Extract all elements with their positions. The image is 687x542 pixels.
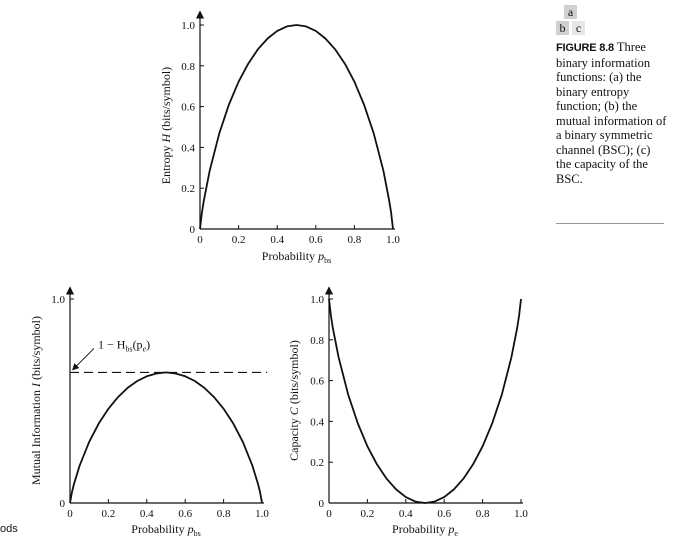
y-tick-label: 1.0 — [310, 294, 324, 306]
x-tick-label: 0.4 — [140, 508, 154, 520]
x-tick-label: 0.2 — [102, 508, 116, 520]
caption-divider — [556, 223, 664, 224]
x-axis-label: Probability pbs — [131, 522, 200, 538]
series-curve — [199, 24, 394, 230]
y-tick-label: 0.8 — [181, 61, 195, 73]
x-tick-label: 0 — [67, 508, 73, 520]
x-tick-label: 0.2 — [361, 508, 375, 520]
chart-panel-b: 0 0.2 0.4 0.6 0.8 1.0 0 1.0 Probability pbs Mutua… — [29, 286, 269, 538]
series-curve — [328, 298, 522, 504]
y-tick-label: 0.8 — [310, 335, 324, 347]
x-tick-label: 0.4 — [399, 508, 413, 520]
panel-key: a b c — [556, 3, 586, 35]
y-tick-label: 0.2 — [310, 457, 324, 469]
x-tick-label: 0.6 — [309, 234, 323, 246]
x-tick-label: 0.8 — [476, 508, 490, 520]
x-tick-label: 1.0 — [255, 508, 269, 520]
x-tick-label: 0 — [326, 508, 332, 520]
figure-caption: FIGURE 8.8 Three binary information func… — [556, 40, 668, 186]
x-axis-label: Probability pbs — [262, 249, 331, 265]
caption-text: Three binary information functions: (a) … — [556, 40, 667, 186]
chart-panel-a: 0 0.2 0.4 0.6 0.8 1.0 0 0.2 0.4 0.6 0.8 1.0 Probabil… — [159, 10, 400, 265]
reference-line-label: 1 − Hbs(pe) — [98, 337, 150, 353]
y-tick-label: 0.4 — [181, 142, 195, 154]
panel-key-c: c — [572, 21, 585, 35]
series-curve — [69, 371, 263, 504]
x-tick-label: 0.4 — [270, 234, 284, 246]
caption-label: FIGURE 8.8 — [556, 42, 614, 54]
stray-text: ods — [0, 523, 18, 535]
panel-key-a: a — [564, 5, 577, 19]
y-tick-label: 0.6 — [181, 102, 195, 114]
reference-arrow — [72, 348, 95, 371]
y-tick-label: 0 — [60, 498, 66, 510]
x-tick-label: 0.8 — [348, 234, 362, 246]
y-tick-label: 0.2 — [181, 183, 195, 195]
x-tick-label: 0.8 — [217, 508, 231, 520]
x-tick-label: 0.2 — [232, 234, 246, 246]
y-tick-label: 1.0 — [51, 294, 65, 306]
y-tick-label: 1.0 — [181, 20, 195, 32]
y-tick-label: 0.6 — [310, 376, 324, 388]
x-tick-label: 1.0 — [386, 234, 400, 246]
y-tick-label: 0.4 — [310, 416, 324, 428]
y-axis-label: Entropy H (bits/symbol) — [159, 67, 173, 184]
x-tick-label: 0 — [197, 234, 203, 246]
x-tick-label: 0.6 — [437, 508, 451, 520]
y-axis-label: Capacity C (bits/symbol) — [287, 340, 301, 461]
chart-panel-c: 0 0.2 0.4 0.6 0.8 1.0 0 0.2 0.4 0.6 0.8 1.0 Probabil… — [287, 286, 528, 538]
x-tick-label: 1.0 — [514, 508, 528, 520]
x-tick-label: 0.6 — [178, 508, 192, 520]
y-tick-label: 0 — [319, 498, 325, 510]
panel-key-b: b — [556, 21, 569, 35]
y-tick-label: 0 — [190, 224, 196, 236]
x-axis-label: Probability pe — [392, 522, 458, 538]
y-axis-label: Mutual Information I (bits/symbol) — [29, 316, 43, 485]
